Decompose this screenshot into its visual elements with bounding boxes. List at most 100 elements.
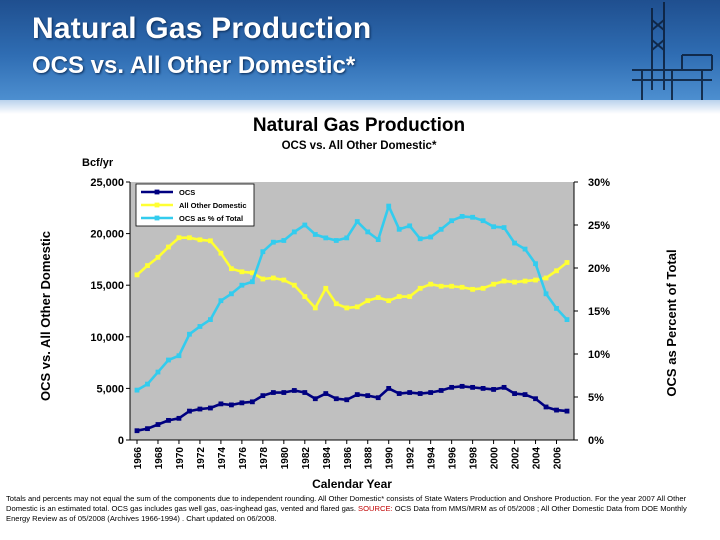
legend-label: OCS [179, 188, 195, 197]
ocs-point [396, 391, 402, 396]
ocs-percent-point [145, 381, 150, 387]
all-other-domestic-point [522, 278, 528, 284]
ocs-point [407, 390, 413, 395]
all-other-domestic-point [438, 283, 444, 289]
footnote-text: Totals and percents may not equal the su… [6, 494, 687, 513]
footnote-source-label: SOURCE: [358, 504, 393, 513]
x-tick-label: 1974 [217, 447, 228, 470]
ocs-point [438, 388, 444, 393]
x-tick-label: 1982 [301, 447, 312, 470]
ocs-percent-point [438, 226, 444, 232]
ocs-percent-point [302, 222, 308, 228]
ocs-percent-point [166, 357, 171, 363]
y-right-tick-label: 25% [588, 220, 610, 232]
all-other-domestic-point [554, 268, 559, 274]
legend-marker [154, 215, 160, 221]
all-other-domestic-point [155, 254, 161, 260]
ocs-percent-point [312, 232, 318, 237]
ocs-percent-point [260, 249, 266, 255]
all-other-domestic-point [145, 263, 150, 268]
ocs-point [187, 408, 192, 414]
chart-title: Natural Gas Production [253, 115, 465, 136]
all-other-domestic-point [386, 298, 392, 304]
ocs-point [208, 405, 213, 411]
ocs-percent-point [228, 291, 234, 297]
all-other-domestic-point [291, 282, 297, 288]
all-other-domestic-point [228, 266, 234, 272]
ocs-point [543, 404, 549, 410]
ocs-point [239, 400, 245, 406]
all-other-domestic-point [197, 237, 203, 243]
ocs-percent-point [512, 240, 517, 246]
ocs-percent-point [365, 229, 371, 235]
x-tick-label: 1992 [406, 447, 417, 470]
ocs-point [564, 408, 570, 414]
y-tick-label: 10,000 [90, 332, 124, 344]
all-other-domestic-point [260, 276, 266, 282]
x-tick-label: 1994 [427, 447, 438, 470]
ocs-point [197, 406, 203, 412]
ocs-percent-point [208, 317, 213, 322]
ocs-percent-point [270, 239, 276, 245]
ocs-percent-point [470, 214, 476, 220]
ocs-point [249, 399, 255, 405]
x-tick-label: 1998 [469, 447, 480, 470]
ocs-point [145, 426, 150, 432]
x-tick-label: 1984 [322, 447, 333, 470]
x-tick-label: 1972 [196, 447, 207, 470]
x-tick-label: 1968 [154, 447, 165, 470]
ocs-percent-point [354, 219, 360, 224]
y-unit-label: Bcf/yr [82, 157, 114, 169]
ocs-percent-point [522, 246, 528, 252]
x-tick-label: 2002 [511, 447, 522, 470]
y-axis-label: OCS vs. All Other Domestic [38, 231, 53, 401]
all-other-domestic-point [208, 238, 213, 244]
legend-label: OCS as % of Total [179, 214, 243, 223]
ocs-percent-point [218, 298, 224, 304]
all-other-domestic-point [375, 295, 381, 300]
all-other-domestic-point [302, 294, 308, 299]
ocs-point [480, 386, 486, 391]
all-other-domestic-point [176, 235, 182, 241]
x-axis-label: Calendar Year [312, 477, 392, 491]
ocs-percent-point [155, 369, 161, 375]
ocs-point [291, 388, 297, 393]
ocs-point [501, 384, 507, 390]
ocs-point [533, 396, 538, 402]
ocs-point [459, 383, 465, 389]
ocs-percent-point [428, 234, 434, 240]
ocs-point [176, 415, 182, 421]
all-other-domestic-point [187, 235, 192, 241]
all-other-domestic-point [218, 250, 224, 256]
ocs-percent-point [396, 226, 402, 232]
ocs-point [386, 386, 392, 391]
footnote-source-text: OCS Data from MMS/MRM as of 05/2008 ; Al… [6, 504, 687, 523]
banner-fade [0, 100, 720, 114]
ocs-point [134, 428, 140, 434]
all-other-domestic-point [134, 272, 140, 278]
ocs-point [428, 390, 434, 395]
x-tick-label: 2006 [553, 447, 564, 470]
all-other-domestic-point [239, 269, 245, 275]
ocs-percent-point [187, 331, 192, 337]
ocs-percent-point [459, 214, 465, 219]
all-other-domestic-point [459, 284, 465, 290]
ocs-percent-point [291, 229, 297, 235]
slide-banner: Natural Gas Production OCS vs. All Other… [0, 0, 720, 100]
all-other-domestic-point [312, 305, 318, 311]
ocs-point [554, 407, 559, 413]
ocs-percent-point [176, 353, 182, 359]
y-tick-label: 15,000 [90, 280, 124, 292]
all-other-domestic-point [543, 275, 549, 281]
x-tick-label: 2004 [532, 447, 543, 470]
y-tick-label: 20,000 [90, 229, 124, 241]
ocs-point [365, 393, 371, 399]
ocs-percent-point [239, 282, 245, 288]
y-right-tick-label: 20% [588, 263, 610, 275]
all-other-domestic-point [344, 305, 350, 311]
ocs-point [354, 392, 360, 397]
ocs-percent-point [134, 387, 140, 393]
ocs-point [281, 390, 287, 395]
ocs-percent-point [323, 235, 329, 241]
